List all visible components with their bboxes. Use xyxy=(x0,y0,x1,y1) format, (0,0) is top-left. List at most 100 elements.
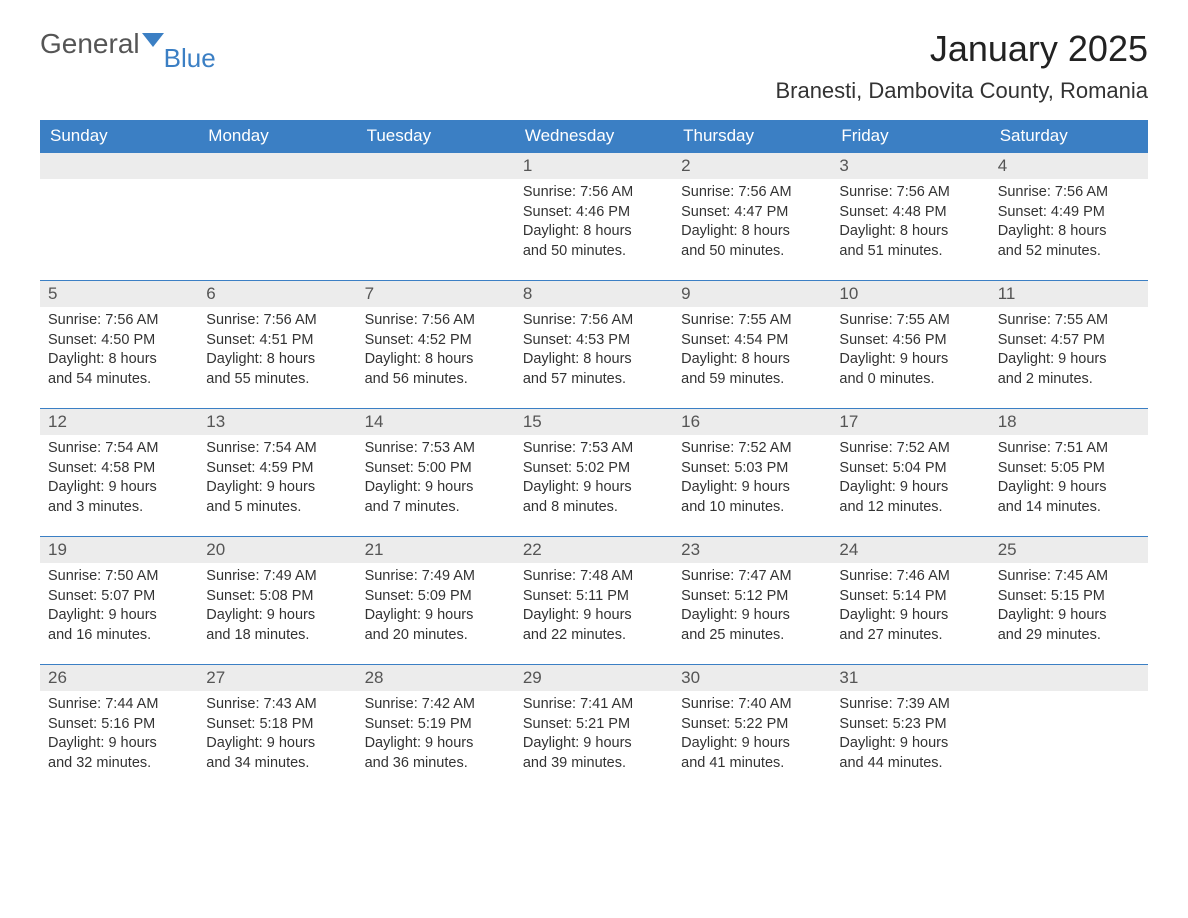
day-number: 10 xyxy=(831,281,989,307)
sunset-text: Sunset: 5:07 PM xyxy=(48,587,190,607)
sunrise-text: Sunrise: 7:56 AM xyxy=(206,311,348,331)
day-number: 29 xyxy=(515,665,673,691)
sunset-text: Sunset: 4:51 PM xyxy=(206,331,348,351)
daylight2-text: and 50 minutes. xyxy=(681,242,823,262)
sunrise-text: Sunrise: 7:52 AM xyxy=(839,439,981,459)
day-number: 4 xyxy=(990,153,1148,179)
day-cell: 20Sunrise: 7:49 AMSunset: 5:08 PMDayligh… xyxy=(198,537,356,665)
sunset-text: Sunset: 5:21 PM xyxy=(523,715,665,735)
sunrise-text: Sunrise: 7:53 AM xyxy=(523,439,665,459)
sunset-text: Sunset: 4:46 PM xyxy=(523,203,665,223)
daylight2-text: and 20 minutes. xyxy=(365,626,507,646)
daylight1-text: Daylight: 8 hours xyxy=(523,222,665,242)
day-number: 18 xyxy=(990,409,1148,435)
day-cell: 10Sunrise: 7:55 AMSunset: 4:56 PMDayligh… xyxy=(831,281,989,409)
day-data: Sunrise: 7:46 AMSunset: 5:14 PMDaylight:… xyxy=(831,563,989,649)
daylight2-text: and 56 minutes. xyxy=(365,370,507,390)
weekday-header: Tuesday xyxy=(357,120,515,153)
day-number: 30 xyxy=(673,665,831,691)
day-cell xyxy=(990,665,1148,793)
sunrise-text: Sunrise: 7:55 AM xyxy=(681,311,823,331)
sunset-text: Sunset: 5:02 PM xyxy=(523,459,665,479)
sunset-text: Sunset: 5:15 PM xyxy=(998,587,1140,607)
daylight1-text: Daylight: 8 hours xyxy=(998,222,1140,242)
sunset-text: Sunset: 5:00 PM xyxy=(365,459,507,479)
daylight2-text: and 2 minutes. xyxy=(998,370,1140,390)
daylight2-text: and 14 minutes. xyxy=(998,498,1140,518)
day-cell: 19Sunrise: 7:50 AMSunset: 5:07 PMDayligh… xyxy=(40,537,198,665)
day-number: 5 xyxy=(40,281,198,307)
sunset-text: Sunset: 5:16 PM xyxy=(48,715,190,735)
day-cell: 9Sunrise: 7:55 AMSunset: 4:54 PMDaylight… xyxy=(673,281,831,409)
daylight1-text: Daylight: 8 hours xyxy=(48,350,190,370)
day-data: Sunrise: 7:56 AMSunset: 4:48 PMDaylight:… xyxy=(831,179,989,265)
daylight1-text: Daylight: 8 hours xyxy=(681,350,823,370)
day-data: Sunrise: 7:43 AMSunset: 5:18 PMDaylight:… xyxy=(198,691,356,777)
weekday-header: Saturday xyxy=(990,120,1148,153)
day-number: 13 xyxy=(198,409,356,435)
day-data: Sunrise: 7:56 AMSunset: 4:49 PMDaylight:… xyxy=(990,179,1148,265)
day-cell: 14Sunrise: 7:53 AMSunset: 5:00 PMDayligh… xyxy=(357,409,515,537)
day-data: Sunrise: 7:52 AMSunset: 5:04 PMDaylight:… xyxy=(831,435,989,521)
daylight1-text: Daylight: 9 hours xyxy=(48,606,190,626)
day-number: 28 xyxy=(357,665,515,691)
daylight2-text: and 57 minutes. xyxy=(523,370,665,390)
daylight1-text: Daylight: 9 hours xyxy=(681,478,823,498)
daylight2-text: and 10 minutes. xyxy=(681,498,823,518)
sunrise-text: Sunrise: 7:47 AM xyxy=(681,567,823,587)
day-data: Sunrise: 7:55 AMSunset: 4:57 PMDaylight:… xyxy=(990,307,1148,393)
day-cell: 18Sunrise: 7:51 AMSunset: 5:05 PMDayligh… xyxy=(990,409,1148,537)
daylight1-text: Daylight: 8 hours xyxy=(681,222,823,242)
day-number: 6 xyxy=(198,281,356,307)
day-data: Sunrise: 7:44 AMSunset: 5:16 PMDaylight:… xyxy=(40,691,198,777)
week-row: 19Sunrise: 7:50 AMSunset: 5:07 PMDayligh… xyxy=(40,537,1148,665)
sunset-text: Sunset: 5:04 PM xyxy=(839,459,981,479)
day-number: 9 xyxy=(673,281,831,307)
sunrise-text: Sunrise: 7:40 AM xyxy=(681,695,823,715)
sunrise-text: Sunrise: 7:39 AM xyxy=(839,695,981,715)
daylight2-text: and 25 minutes. xyxy=(681,626,823,646)
daylight1-text: Daylight: 9 hours xyxy=(839,606,981,626)
day-data: Sunrise: 7:56 AMSunset: 4:52 PMDaylight:… xyxy=(357,307,515,393)
day-number: 20 xyxy=(198,537,356,563)
day-cell: 6 Sunrise: 7:56 AMSunset: 4:51 PMDaylight… xyxy=(198,281,356,409)
day-cell: 27Sunrise: 7:43 AMSunset: 5:18 PMDayligh… xyxy=(198,665,356,793)
flag-icon xyxy=(142,30,164,58)
daylight1-text: Daylight: 9 hours xyxy=(523,734,665,754)
daylight2-text: and 12 minutes. xyxy=(839,498,981,518)
daylight2-text: and 39 minutes. xyxy=(523,754,665,774)
weekday-header: Sunday xyxy=(40,120,198,153)
sunrise-text: Sunrise: 7:51 AM xyxy=(998,439,1140,459)
sunset-text: Sunset: 4:53 PM xyxy=(523,331,665,351)
day-cell: 5Sunrise: 7:56 AMSunset: 4:50 PMDaylight… xyxy=(40,281,198,409)
sunrise-text: Sunrise: 7:48 AM xyxy=(523,567,665,587)
daylight1-text: Daylight: 8 hours xyxy=(206,350,348,370)
daylight1-text: Daylight: 9 hours xyxy=(681,606,823,626)
day-data: Sunrise: 7:51 AMSunset: 5:05 PMDaylight:… xyxy=(990,435,1148,521)
daylight2-text: and 55 minutes. xyxy=(206,370,348,390)
day-cell: 16Sunrise: 7:52 AMSunset: 5:03 PMDayligh… xyxy=(673,409,831,537)
day-number: 11 xyxy=(990,281,1148,307)
daylight1-text: Daylight: 9 hours xyxy=(523,478,665,498)
day-data: Sunrise: 7:50 AMSunset: 5:07 PMDaylight:… xyxy=(40,563,198,649)
sunrise-text: Sunrise: 7:49 AM xyxy=(206,567,348,587)
week-row: 5Sunrise: 7:56 AMSunset: 4:50 PMDaylight… xyxy=(40,281,1148,409)
day-cell: 12Sunrise: 7:54 AMSunset: 4:58 PMDayligh… xyxy=(40,409,198,537)
day-data: Sunrise: 7:53 AMSunset: 5:00 PMDaylight:… xyxy=(357,435,515,521)
day-number: 19 xyxy=(40,537,198,563)
day-cell: 23Sunrise: 7:47 AMSunset: 5:12 PMDayligh… xyxy=(673,537,831,665)
day-number: 3 xyxy=(831,153,989,179)
daylight1-text: Daylight: 9 hours xyxy=(365,606,507,626)
sunset-text: Sunset: 4:52 PM xyxy=(365,331,507,351)
sunset-text: Sunset: 4:48 PM xyxy=(839,203,981,223)
daylight1-text: Daylight: 9 hours xyxy=(839,478,981,498)
week-row: 26Sunrise: 7:44 AMSunset: 5:16 PMDayligh… xyxy=(40,665,1148,793)
sunset-text: Sunset: 5:11 PM xyxy=(523,587,665,607)
sunrise-text: Sunrise: 7:55 AM xyxy=(998,311,1140,331)
day-number: 23 xyxy=(673,537,831,563)
daylight2-text: and 3 minutes. xyxy=(48,498,190,518)
week-row: 1Sunrise: 7:56 AMSunset: 4:46 PMDaylight… xyxy=(40,153,1148,281)
day-number: 8 xyxy=(515,281,673,307)
day-data: Sunrise: 7:54 AMSunset: 4:59 PMDaylight:… xyxy=(198,435,356,521)
daylight2-text: and 51 minutes. xyxy=(839,242,981,262)
